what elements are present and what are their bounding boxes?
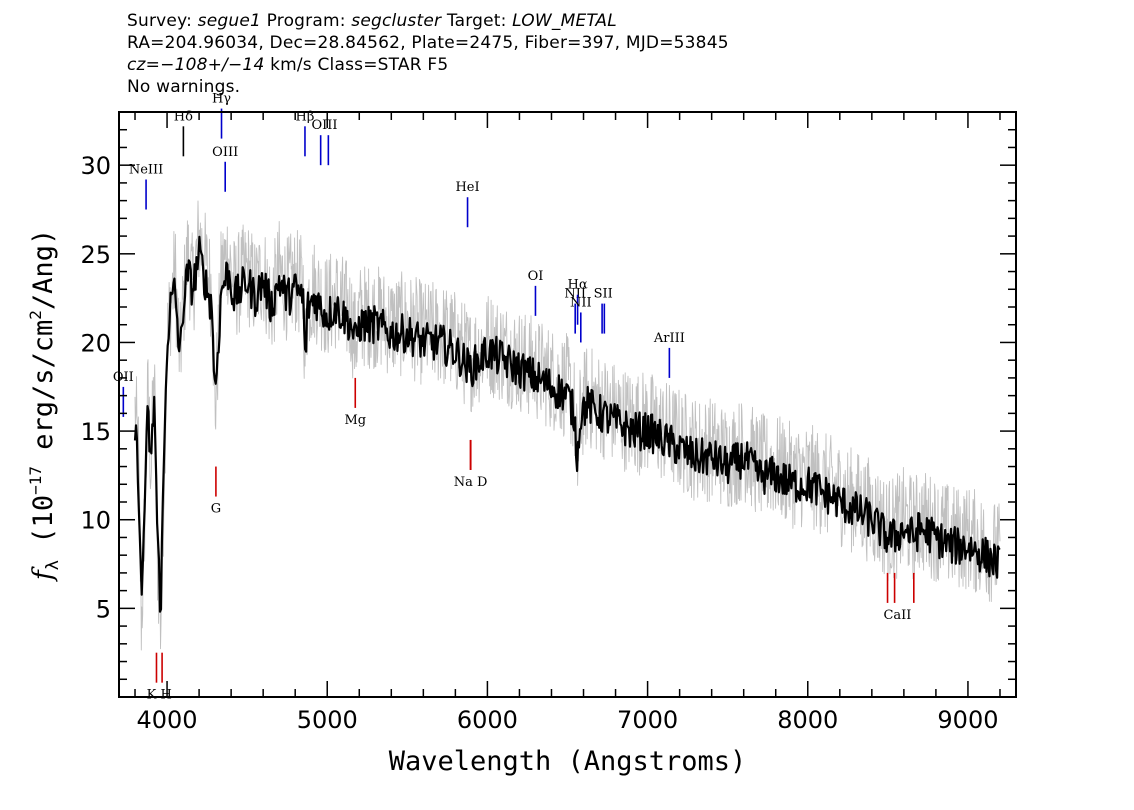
x-tick-label: 7000 [617, 706, 678, 734]
x-tick-label: 4000 [137, 706, 198, 734]
flux-series [134, 200, 1001, 651]
y-tick-label: 10 [80, 507, 111, 535]
x-axis-title: Wavelength (Angstroms) [389, 746, 747, 777]
y-tick-labels: 5 10 15 20 25 30 [80, 152, 111, 623]
axis-ticks [119, 111, 1016, 697]
y-tick-label: 25 [80, 241, 111, 269]
line-label: OIII [311, 118, 337, 133]
cz-suffix: km/s Class=STAR F5 [264, 55, 449, 75]
flux-line [134, 200, 1001, 651]
line-label: K H [147, 688, 172, 703]
header-line-2: RA=204.96034, Dec=28.84562, Plate=2475, … [127, 33, 729, 53]
target-label: Target: [446, 11, 507, 31]
x-tick-label: 5000 [297, 706, 358, 734]
spectrum-header: Survey: segue1 Program: segcluster Targe… [127, 10, 729, 98]
y-axis-post: /Ang) [28, 229, 59, 310]
header-line-4: No warnings. [127, 77, 241, 97]
line-label: Hδ [174, 109, 193, 124]
survey-label: Survey: [127, 11, 193, 31]
program-label: Program: [266, 11, 346, 31]
program-value: segcluster [351, 11, 442, 31]
plot-frame [118, 111, 1017, 698]
line-label: ArIII [653, 331, 685, 346]
line-label: CaII [883, 608, 911, 623]
model-series [133, 235, 1001, 613]
line-label: HeI [455, 180, 479, 195]
line-label: NeIII [129, 163, 163, 178]
line-label: Na D [454, 475, 488, 490]
y-axis-units: erg/s/cm [28, 320, 59, 466]
y-axis-symbol: f [28, 566, 59, 582]
target-value: LOW_METAL [512, 11, 617, 31]
line-label: Hα [568, 278, 588, 293]
line-label: SII [594, 287, 613, 302]
y-axis-exponent-2: 2 [26, 310, 45, 320]
cz-value: −108+/−14 [160, 55, 265, 75]
header-line-1: Survey: segue1 Program: segcluster Targe… [127, 10, 729, 32]
spectral-line-markers: OIINeIIIHδHγOIIIHβOIIIHeIOINIIHαNIISIIAr… [113, 92, 915, 703]
header-line-3: cz=−108+/−14 km/s Class=STAR F5 [127, 54, 729, 76]
line-label: Mg [344, 413, 366, 428]
line-label: Hβ [296, 109, 315, 124]
y-axis-subscript: λ [43, 560, 63, 570]
y-tick-label: 15 [80, 418, 111, 446]
y-tick-label: 5 [96, 595, 111, 623]
x-tick-label: 8000 [777, 706, 838, 734]
survey-value: segue1 [197, 11, 261, 31]
x-tick-label: 9000 [937, 706, 998, 734]
line-label: Hγ [212, 92, 231, 107]
y-axis-exponent: −17 [26, 466, 45, 495]
x-tick-label: 6000 [457, 706, 518, 734]
y-axis-title: fλ (10−17 erg/s/cm2/Ang) [26, 229, 63, 582]
line-label: OIII [212, 145, 238, 160]
line-label: NII [564, 287, 586, 302]
cz-prefix: cz= [127, 55, 161, 75]
line-label: G [211, 502, 221, 517]
x-tick-labels: 4000 5000 6000 7000 8000 9000 [137, 706, 999, 734]
y-tick-label: 30 [80, 152, 111, 180]
line-label: OI [528, 269, 544, 284]
y-tick-label: 20 [80, 329, 111, 357]
model-line [133, 235, 1001, 613]
y-axis-pre: (10 [28, 495, 59, 560]
line-label: NII [570, 295, 592, 310]
